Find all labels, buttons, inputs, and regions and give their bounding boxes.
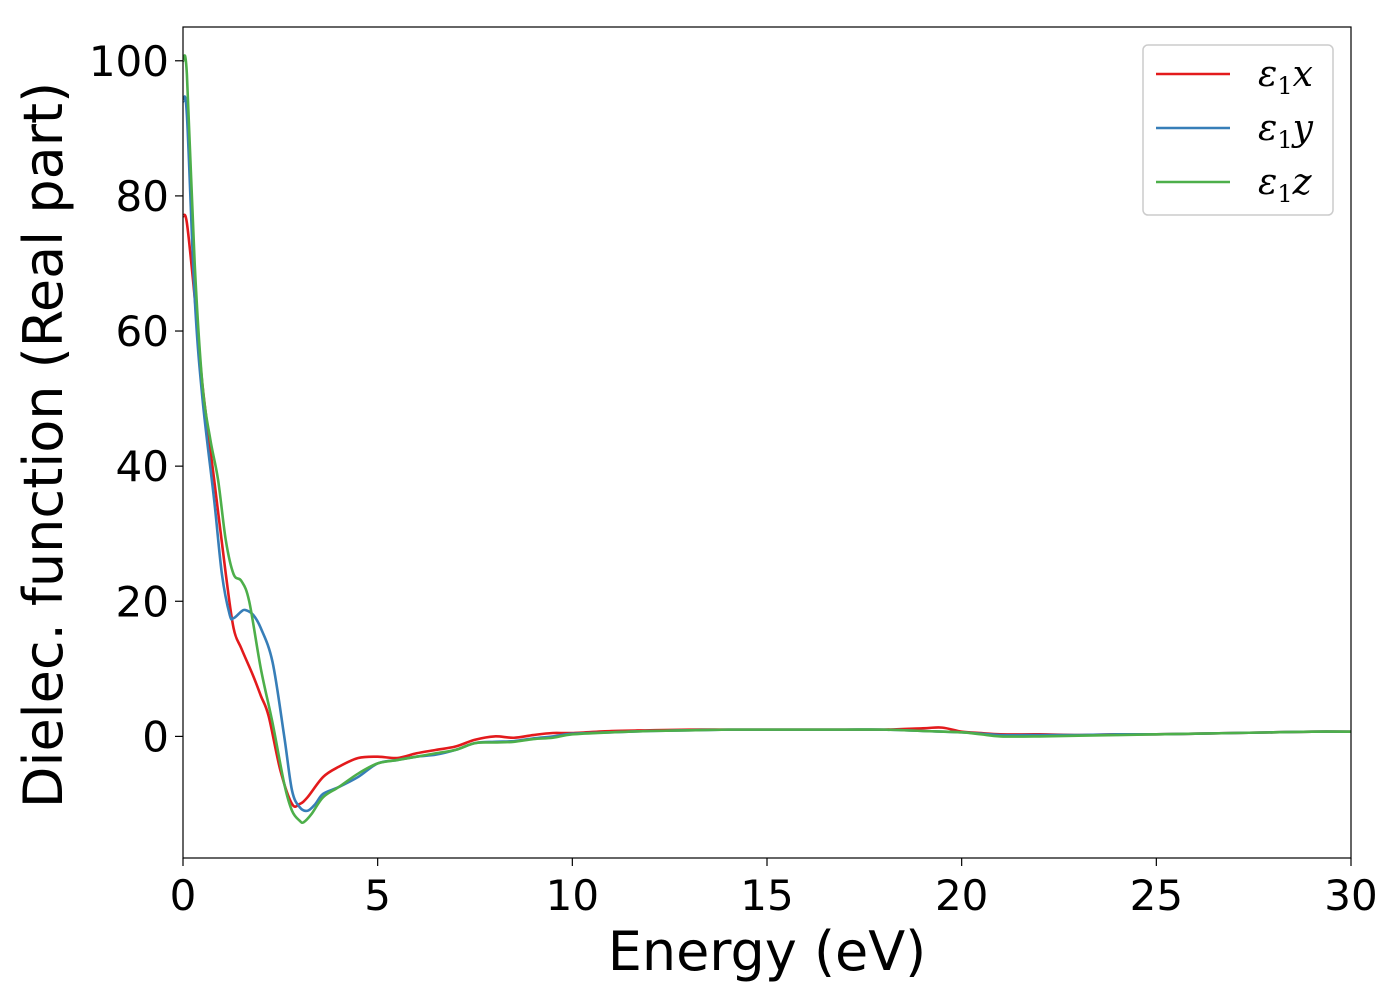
y-axis-label: Dielec. function (Real part) (12, 82, 75, 808)
y-tick-label: 80 (116, 172, 169, 221)
y-tick-label: 40 (116, 442, 169, 491)
y-axis: 0 20 40 60 80 100 (89, 37, 183, 761)
x-tick-label: 20 (935, 871, 988, 920)
legend-box (1142, 44, 1334, 216)
x-tick-label: 15 (740, 871, 793, 920)
series-group (183, 54, 1351, 825)
x-tick-label: 5 (364, 871, 391, 920)
x-tick-label: 25 (1130, 871, 1183, 920)
x-axis-label: Energy (eV) (608, 920, 927, 983)
legend-label-x: ε1x (1258, 54, 1313, 100)
x-tick-label: 10 (546, 871, 599, 920)
y-tick-label: 100 (89, 37, 169, 86)
x-tick-label: 30 (1324, 871, 1377, 920)
y-tick-label: 0 (142, 712, 169, 761)
legend-label-y: ε1y (1258, 108, 1314, 154)
y-tick-label: 60 (116, 307, 169, 356)
series-line-z (183, 54, 1351, 825)
legend-label-z: ε1z (1258, 162, 1313, 208)
x-tick-label: 0 (170, 871, 197, 920)
legend: ε1x ε1y ε1z (1142, 44, 1334, 216)
x-axis: 0 5 10 15 20 25 30 (170, 858, 1378, 920)
y-tick-label: 20 (116, 577, 169, 626)
